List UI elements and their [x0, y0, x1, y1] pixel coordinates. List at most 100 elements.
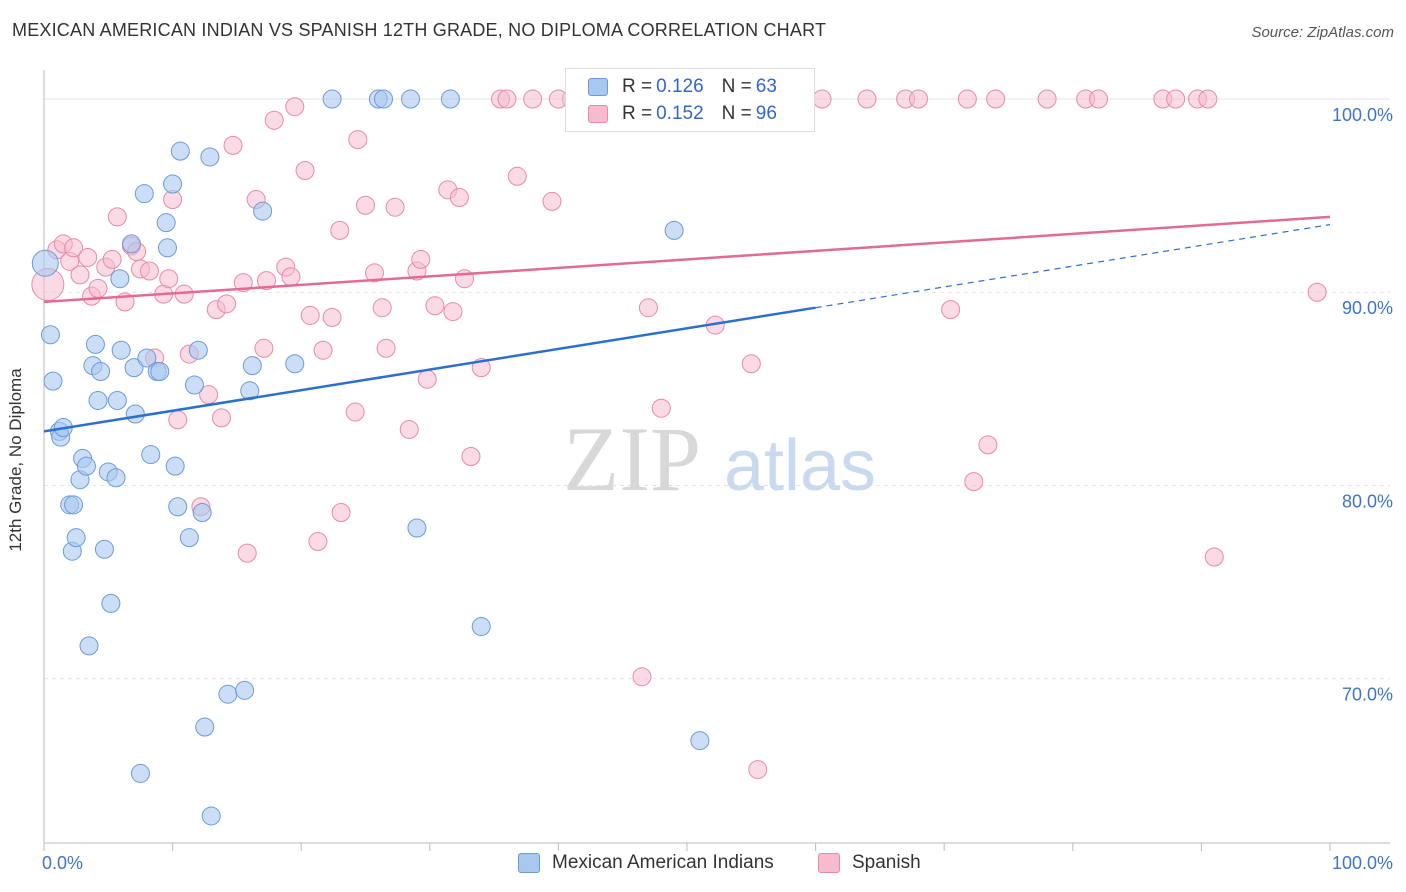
data-point-mexican-american-indian	[141, 445, 161, 465]
data-point-spanish	[1166, 89, 1186, 109]
data-point-spanish	[295, 160, 315, 180]
data-point-mexican-american-indian	[179, 528, 199, 548]
data-point-mexican-american-indian	[440, 89, 460, 109]
trend-line-extension-mexican-american-indians	[815, 224, 1331, 309]
data-point-spanish	[285, 97, 305, 117]
data-point-spanish	[308, 532, 328, 552]
data-point-spanish	[443, 302, 463, 322]
data-point-mexican-american-indian	[101, 593, 121, 613]
data-point-mexican-american-indian	[168, 497, 188, 517]
data-point-spanish	[411, 249, 431, 269]
data-point-mexican-american-indian	[184, 375, 204, 395]
data-point-spanish	[523, 89, 543, 109]
data-point-mexican-american-indian	[165, 456, 185, 476]
data-point-spanish	[254, 338, 274, 358]
data-point-mexican-american-indian	[43, 371, 63, 391]
data-point-mexican-american-indian	[124, 358, 144, 378]
data-point-spanish	[1204, 547, 1224, 567]
chart-title: MEXICAN AMERICAN INDIAN VS SPANISH 12TH …	[12, 20, 827, 40]
data-point-spanish	[399, 419, 419, 439]
legend-swatch-blue	[588, 78, 608, 96]
x-tick-label: 0.0%	[42, 853, 83, 873]
y-tick-label: 70.0%	[1342, 685, 1393, 705]
data-point-mexican-american-indian	[407, 518, 427, 538]
data-point-spanish	[376, 338, 396, 358]
data-point-spanish	[88, 278, 108, 298]
data-point-mexican-american-indian	[106, 468, 126, 488]
axes	[43, 70, 1390, 851]
y-tick-label: 80.0%	[1342, 491, 1393, 511]
tick-labels: 100.0% 90.0% 80.0% 70.0% 0.0% 100.0%	[42, 105, 1393, 873]
legend-item-spanish[interactable]: Spanish	[818, 852, 921, 874]
data-point-spanish	[107, 207, 127, 227]
data-point-spanish	[330, 220, 350, 240]
data-point-spanish	[1037, 89, 1057, 109]
data-point-spanish	[957, 89, 977, 109]
data-point-mexican-american-indian	[285, 354, 305, 374]
data-point-spanish	[941, 300, 961, 320]
data-point-mexican-american-indian	[110, 269, 130, 289]
legend-swatch-pink	[588, 105, 608, 123]
data-point-spanish	[542, 191, 562, 211]
legend-n-label: N =	[721, 76, 752, 97]
data-point-mexican-american-indian	[192, 503, 212, 523]
data-point-spanish	[313, 340, 333, 360]
data-point-mexican-american-indian	[91, 361, 111, 381]
data-point-spanish	[425, 296, 445, 316]
data-point-mexican-american-indian	[253, 201, 273, 221]
data-point-spanish	[102, 249, 122, 269]
watermark-atlas: atlas	[724, 426, 876, 506]
data-point-mexican-american-indian	[240, 381, 260, 401]
data-point-mexican-american-indian	[218, 684, 238, 704]
series-mexican-american-indians-points	[31, 89, 723, 826]
data-point-spanish	[1198, 89, 1218, 109]
data-point-mexican-american-indian	[157, 238, 177, 258]
legend-swatch-blue	[518, 853, 540, 873]
data-point-mexican-american-indian	[374, 89, 394, 109]
data-point-spanish	[64, 238, 84, 258]
legend-label: Mexican American Indians	[552, 852, 774, 873]
data-point-spanish	[322, 307, 342, 327]
data-point-spanish	[331, 503, 351, 523]
data-point-spanish	[168, 410, 188, 430]
data-point-spanish	[199, 385, 219, 405]
y-axis-label: 12th Grade, No Diploma	[6, 368, 25, 552]
data-point-mexican-american-indian	[79, 636, 99, 656]
data-point-spanish	[372, 298, 392, 318]
data-point-spanish	[233, 273, 253, 293]
data-point-mexican-american-indian	[242, 356, 262, 376]
data-point-mexican-american-indian	[235, 680, 255, 700]
data-point-mexican-american-indian	[156, 213, 176, 233]
data-point-spanish	[256, 271, 276, 291]
data-point-spanish	[223, 135, 243, 155]
data-point-spanish	[651, 398, 671, 418]
legend-r-label: R =	[622, 76, 653, 97]
data-point-mexican-american-indian	[137, 348, 157, 368]
data-point-mexican-american-indian	[690, 731, 710, 751]
data-point-spanish	[741, 354, 761, 374]
legend-row-mexican-american-indians: R = 0.126 N = 63	[588, 75, 781, 99]
data-point-mexican-american-indian	[111, 340, 131, 360]
data-point-spanish	[748, 760, 768, 780]
watermark: ZIP atlas	[563, 408, 876, 510]
data-point-mexican-american-indian	[85, 334, 105, 354]
legend-swatch-pink	[818, 853, 840, 873]
data-point-mexican-american-indian	[322, 89, 342, 109]
data-point-spanish	[461, 447, 481, 466]
data-point-spanish	[348, 130, 368, 150]
data-point-spanish	[78, 247, 98, 267]
data-point-mexican-american-indian	[88, 390, 108, 410]
legend-item-mexican-american-indians[interactable]: Mexican American Indians	[518, 852, 774, 874]
data-point-mexican-american-indian	[121, 234, 141, 254]
data-point-mexican-american-indian	[401, 89, 421, 109]
legend-r-value: 0.126	[656, 76, 704, 97]
data-point-spanish	[1089, 89, 1109, 109]
data-point-spanish	[281, 267, 301, 287]
data-point-mexican-american-indian	[40, 325, 60, 345]
data-point-spanish	[632, 667, 652, 687]
data-point-spanish	[978, 435, 998, 455]
data-point-mexican-american-indian	[64, 495, 84, 515]
data-point-spanish	[211, 408, 231, 428]
trend-line-mexican-american-indians	[43, 306, 816, 433]
